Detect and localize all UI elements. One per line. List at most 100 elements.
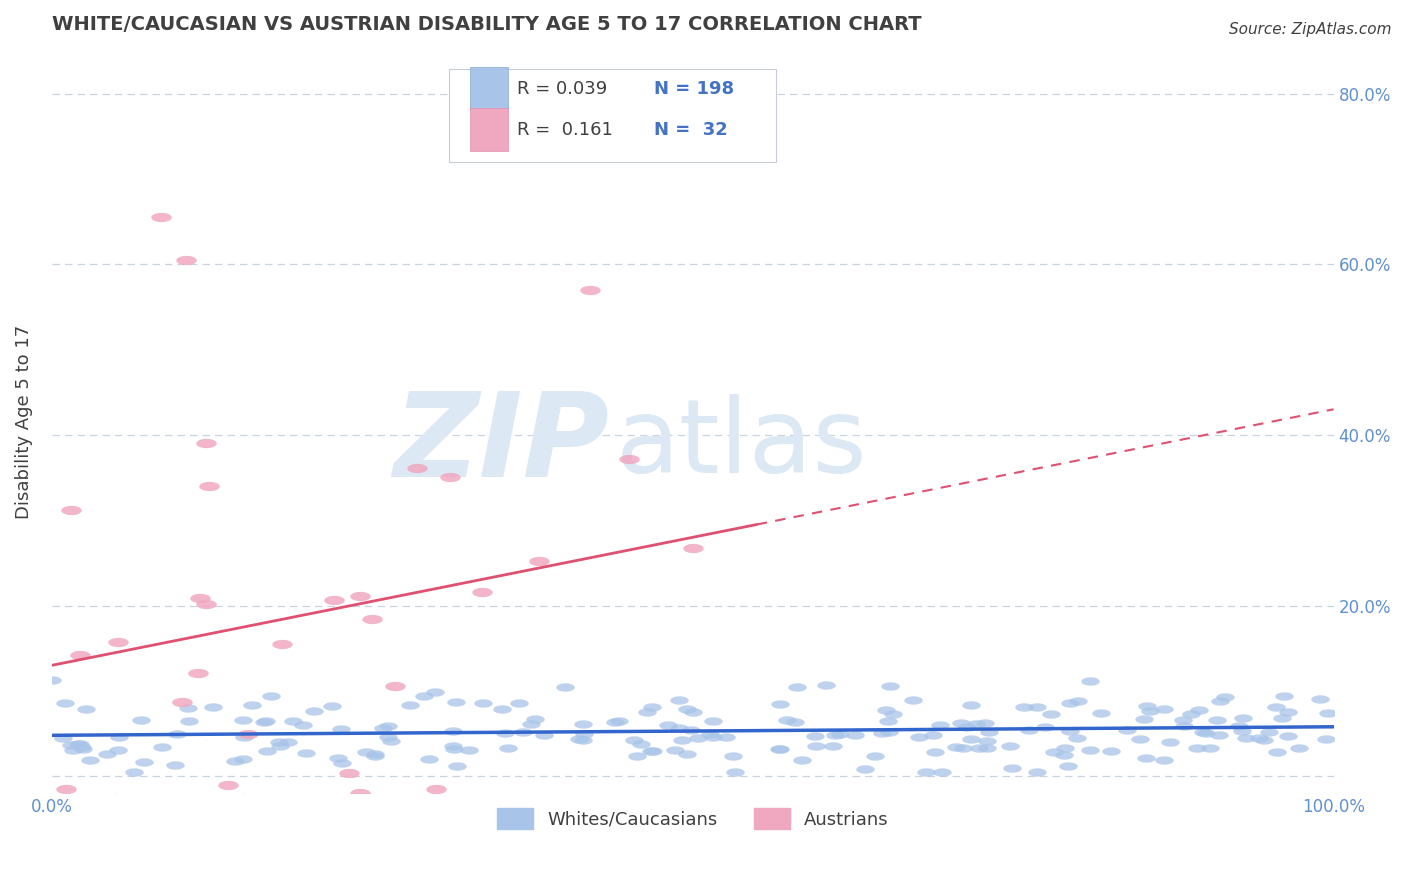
Point: [267, 735, 290, 749]
Point: [491, 701, 513, 715]
Point: [853, 762, 876, 776]
Point: [675, 702, 697, 716]
Point: [328, 750, 350, 764]
Point: [686, 731, 709, 746]
Point: [224, 754, 246, 768]
Point: [1067, 694, 1090, 708]
Point: [1258, 725, 1281, 739]
Point: [233, 790, 256, 805]
Point: [377, 730, 399, 744]
Point: [1059, 696, 1081, 710]
Point: [768, 742, 790, 756]
Point: [1012, 700, 1035, 714]
Point: [373, 721, 395, 735]
Point: [471, 696, 494, 710]
Point: [1057, 758, 1080, 772]
Point: [291, 717, 314, 731]
Point: [418, 752, 440, 766]
Point: [679, 723, 702, 737]
Point: [877, 725, 900, 739]
Point: [55, 782, 77, 797]
Point: [1206, 713, 1229, 727]
Point: [702, 714, 724, 728]
Point: [179, 714, 201, 728]
Point: [1026, 699, 1049, 714]
Point: [70, 739, 93, 754]
Point: [59, 503, 82, 517]
Point: [643, 744, 665, 758]
Point: [641, 700, 664, 714]
Point: [572, 716, 595, 731]
Point: [976, 740, 998, 755]
Point: [1288, 740, 1310, 755]
Point: [75, 702, 97, 716]
Point: [1090, 706, 1112, 720]
Point: [134, 756, 156, 770]
Point: [236, 727, 259, 741]
Point: [682, 705, 704, 719]
Point: [1153, 753, 1175, 767]
Point: [956, 720, 979, 734]
Point: [53, 696, 76, 710]
Point: [232, 714, 254, 728]
Point: [51, 731, 73, 745]
Point: [806, 739, 828, 753]
Point: [1199, 741, 1222, 756]
Point: [1253, 732, 1275, 747]
Point: [605, 715, 627, 730]
Point: [974, 716, 997, 731]
Point: [626, 749, 648, 764]
Point: [790, 753, 813, 767]
Point: [406, 461, 429, 475]
Point: [952, 741, 974, 756]
Point: [630, 737, 652, 751]
Point: [1195, 726, 1218, 740]
Point: [1309, 692, 1331, 706]
Point: [1316, 706, 1339, 721]
Point: [446, 759, 468, 773]
Point: [960, 732, 983, 747]
Point: [1271, 710, 1294, 724]
Point: [330, 756, 353, 770]
Point: [361, 612, 384, 626]
Point: [72, 741, 94, 756]
Point: [699, 727, 721, 741]
Point: [104, 790, 127, 805]
Point: [441, 724, 464, 739]
Point: [527, 554, 550, 568]
Point: [269, 739, 291, 753]
Point: [512, 725, 534, 739]
Point: [1128, 731, 1150, 746]
Point: [824, 728, 846, 742]
Point: [524, 712, 547, 726]
Legend: Whites/Caucasians, Austrians: Whites/Caucasians, Austrians: [489, 801, 896, 837]
Point: [664, 743, 686, 757]
Point: [922, 728, 945, 742]
Point: [821, 739, 844, 753]
Point: [494, 726, 516, 740]
Text: atlas: atlas: [616, 394, 868, 495]
Point: [814, 678, 837, 692]
Point: [915, 764, 938, 779]
Point: [316, 795, 339, 809]
Point: [471, 585, 494, 599]
Point: [568, 732, 591, 747]
Point: [1173, 713, 1195, 727]
Point: [1180, 707, 1202, 722]
Point: [1247, 731, 1270, 745]
Point: [579, 283, 602, 297]
Point: [1116, 723, 1139, 738]
Point: [1053, 747, 1076, 762]
Text: N = 198: N = 198: [654, 79, 734, 97]
Point: [879, 679, 901, 693]
Text: N =  32: N = 32: [654, 120, 728, 138]
Point: [721, 748, 744, 763]
Point: [908, 731, 931, 745]
Point: [1139, 704, 1161, 718]
Point: [240, 698, 263, 713]
Point: [69, 738, 91, 752]
Point: [965, 717, 987, 731]
Point: [194, 436, 217, 450]
Point: [1272, 690, 1295, 704]
Point: [950, 715, 973, 730]
